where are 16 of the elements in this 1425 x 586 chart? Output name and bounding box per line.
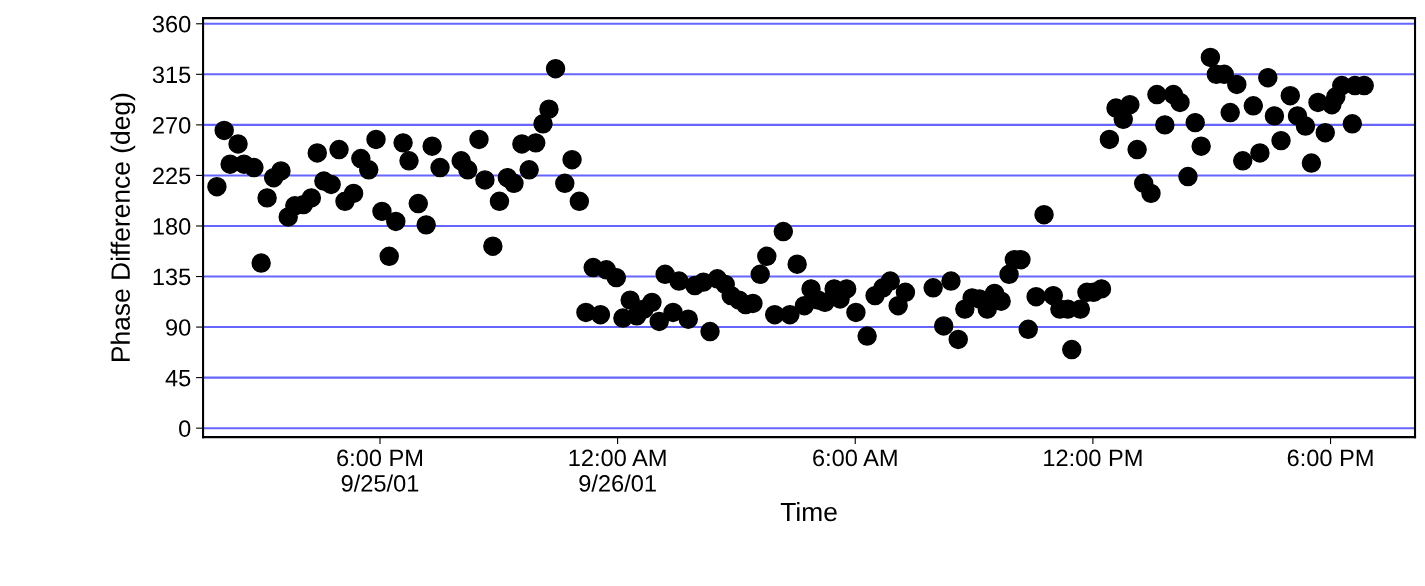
x-axis-title: Time [780, 501, 837, 522]
y-tick-label: 360 [152, 15, 191, 33]
y-tick-label: 270 [153, 116, 191, 134]
y-tick-label: 225 [153, 167, 191, 185]
x-tick-label: 12:00 AM 9/26/01 [569, 449, 666, 492]
x-tick-label: 12:00 PM [1044, 449, 1142, 467]
y-tick-label: 180 [153, 218, 191, 235]
x-tick-label: 6:00 PM [1287, 449, 1373, 467]
y-tick-label: 0 [179, 420, 191, 437]
y-tick-label: 315 [152, 66, 191, 84]
x-tick-label: 6:00 AM [813, 449, 897, 467]
y-axis-title: Phase Difference (deg) [110, 93, 136, 361]
x-tick-label: 6:00 PM 9/25/01 [337, 449, 422, 492]
y-tick-label: 135 [153, 268, 191, 286]
y-tick-label: 45 [165, 369, 191, 387]
y-tick-label: 90 [166, 319, 191, 336]
